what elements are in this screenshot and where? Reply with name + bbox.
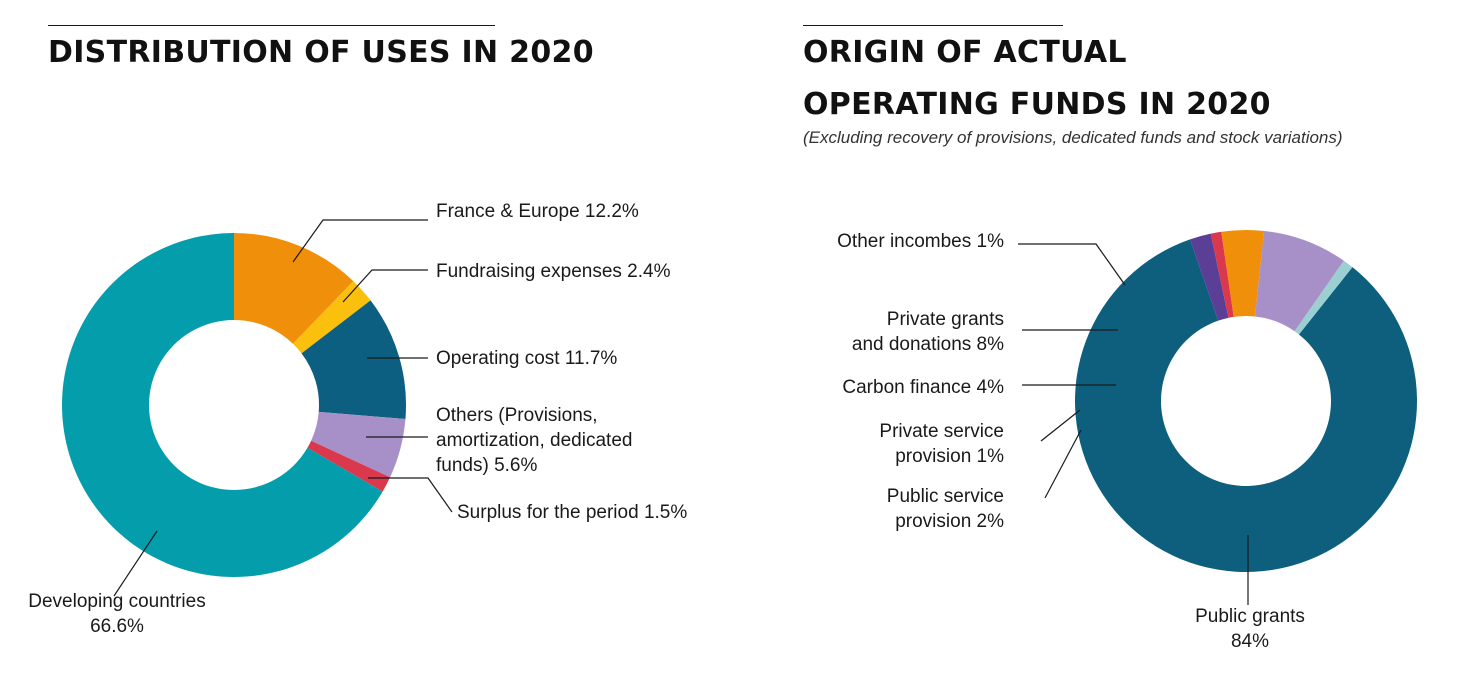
label-france-europe: France & Europe 12.2%	[436, 201, 639, 222]
label-private-grants-line-2: and donations 8%	[851, 334, 1004, 355]
label-fundraising: Fundraising expenses 2.4%	[436, 261, 671, 282]
label-private-grants-line-1: Private grants	[886, 309, 1004, 330]
label-public-service-line-2: provision 2%	[895, 511, 1004, 532]
slice-private-grants-and-donations	[1255, 230, 1344, 332]
label-public-grants-line-1: Public grants	[1195, 606, 1305, 627]
label-private-grants: Private grants and donations 8%	[790, 307, 1004, 357]
chart2-leader-lines	[1018, 243, 1249, 605]
leader-public-service	[1044, 429, 1082, 499]
chart1-donut	[61, 233, 406, 578]
label-public-grants-line-2: 84%	[1230, 631, 1270, 652]
label-operating-cost: Operating cost 11.7%	[436, 348, 618, 369]
chart2-donut	[1075, 230, 1418, 572]
label-others-line-2: amortization, dedicated	[436, 430, 633, 451]
slice-other-incombes	[1294, 260, 1353, 335]
slice-public-service-provision	[1190, 233, 1229, 321]
leader-private-service	[1040, 409, 1081, 442]
label-developing-countries: Developing countries 66.6%	[22, 589, 212, 639]
label-public-service-line-1: Public service	[886, 486, 1004, 507]
chart2-title: ORIGIN OF ACTUAL OPERATING FUNDS IN 2020	[803, 27, 1271, 131]
label-others: Others (Provisions, amortization, dedica…	[436, 403, 632, 478]
label-public-grants: Public grants 84%	[1160, 604, 1340, 654]
label-private-service: Private service provision 1%	[790, 419, 1004, 469]
chart2-title-line-2: OPERATING FUNDS IN 2020	[803, 87, 1271, 122]
label-private-service-line-1: Private service	[879, 421, 1004, 442]
slice-public-grants	[1075, 239, 1418, 572]
label-others-line-3: funds) 5.6%	[436, 455, 538, 476]
slice-surplus-for-the-period	[307, 440, 391, 492]
leader-france	[292, 219, 428, 263]
label-others-line-1: Others (Provisions,	[436, 405, 598, 426]
chart1-title-line: DISTRIBUTION OF USES IN 2020	[48, 35, 594, 70]
label-carbon-finance: Carbon finance 4%	[842, 377, 1004, 398]
slice-developing-countries	[61, 233, 383, 578]
chart1-leader-lines	[113, 219, 453, 597]
leader-other-income	[1018, 243, 1126, 286]
slice-operating-cost	[301, 300, 406, 420]
chart1-title: DISTRIBUTION OF USES IN 2020	[48, 27, 594, 79]
label-developing-line-2: 66.6%	[90, 616, 144, 637]
label-developing-line-1: Developing countries	[28, 591, 206, 612]
leader-fundraising	[342, 269, 428, 303]
chart2-title-rule	[803, 25, 1063, 26]
slice-private-service-provision	[1210, 231, 1234, 318]
chart1-title-rule	[48, 25, 495, 26]
label-surplus: Surplus for the period 1.5%	[457, 502, 688, 523]
slice-others-provisions-amortization-dedicated-funds	[311, 411, 406, 478]
chart2-subtitle: (Excluding recovery of provisions, dedic…	[803, 128, 1343, 147]
label-public-service: Public service provision 2%	[790, 484, 1004, 534]
slice-fundraising-expenses	[292, 281, 371, 354]
slice-france-europe	[234, 233, 354, 344]
label-private-service-line-2: provision 1%	[895, 446, 1004, 467]
leader-developing	[113, 530, 158, 597]
slice-carbon-finance	[1221, 230, 1265, 317]
label-other-income: Other incombes 1%	[837, 231, 1004, 252]
chart2-title-line-1: ORIGIN OF ACTUAL	[803, 35, 1127, 70]
leader-surplus	[368, 477, 453, 513]
